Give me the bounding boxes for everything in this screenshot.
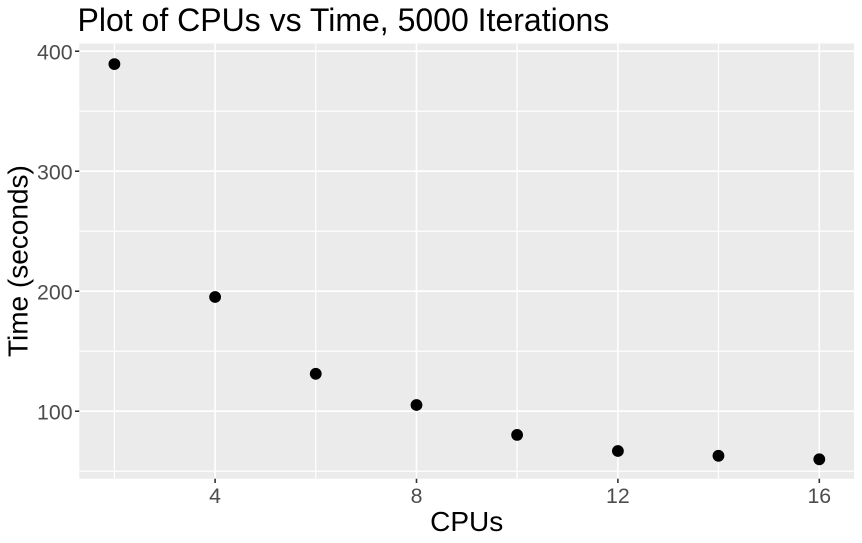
svg-text:400: 400 bbox=[37, 41, 73, 65]
svg-text:Time (seconds): Time (seconds) bbox=[3, 165, 34, 357]
svg-text:300: 300 bbox=[37, 161, 73, 185]
svg-text:CPUs: CPUs bbox=[430, 506, 503, 537]
svg-text:4: 4 bbox=[209, 484, 221, 508]
svg-text:12: 12 bbox=[606, 484, 630, 508]
svg-text:Plot of CPUs vs Time, 5000 Ite: Plot of CPUs vs Time, 5000 Iterations bbox=[78, 2, 610, 38]
svg-text:8: 8 bbox=[411, 484, 423, 508]
svg-text:16: 16 bbox=[807, 484, 831, 508]
svg-text:100: 100 bbox=[37, 401, 73, 425]
svg-text:200: 200 bbox=[37, 281, 73, 305]
